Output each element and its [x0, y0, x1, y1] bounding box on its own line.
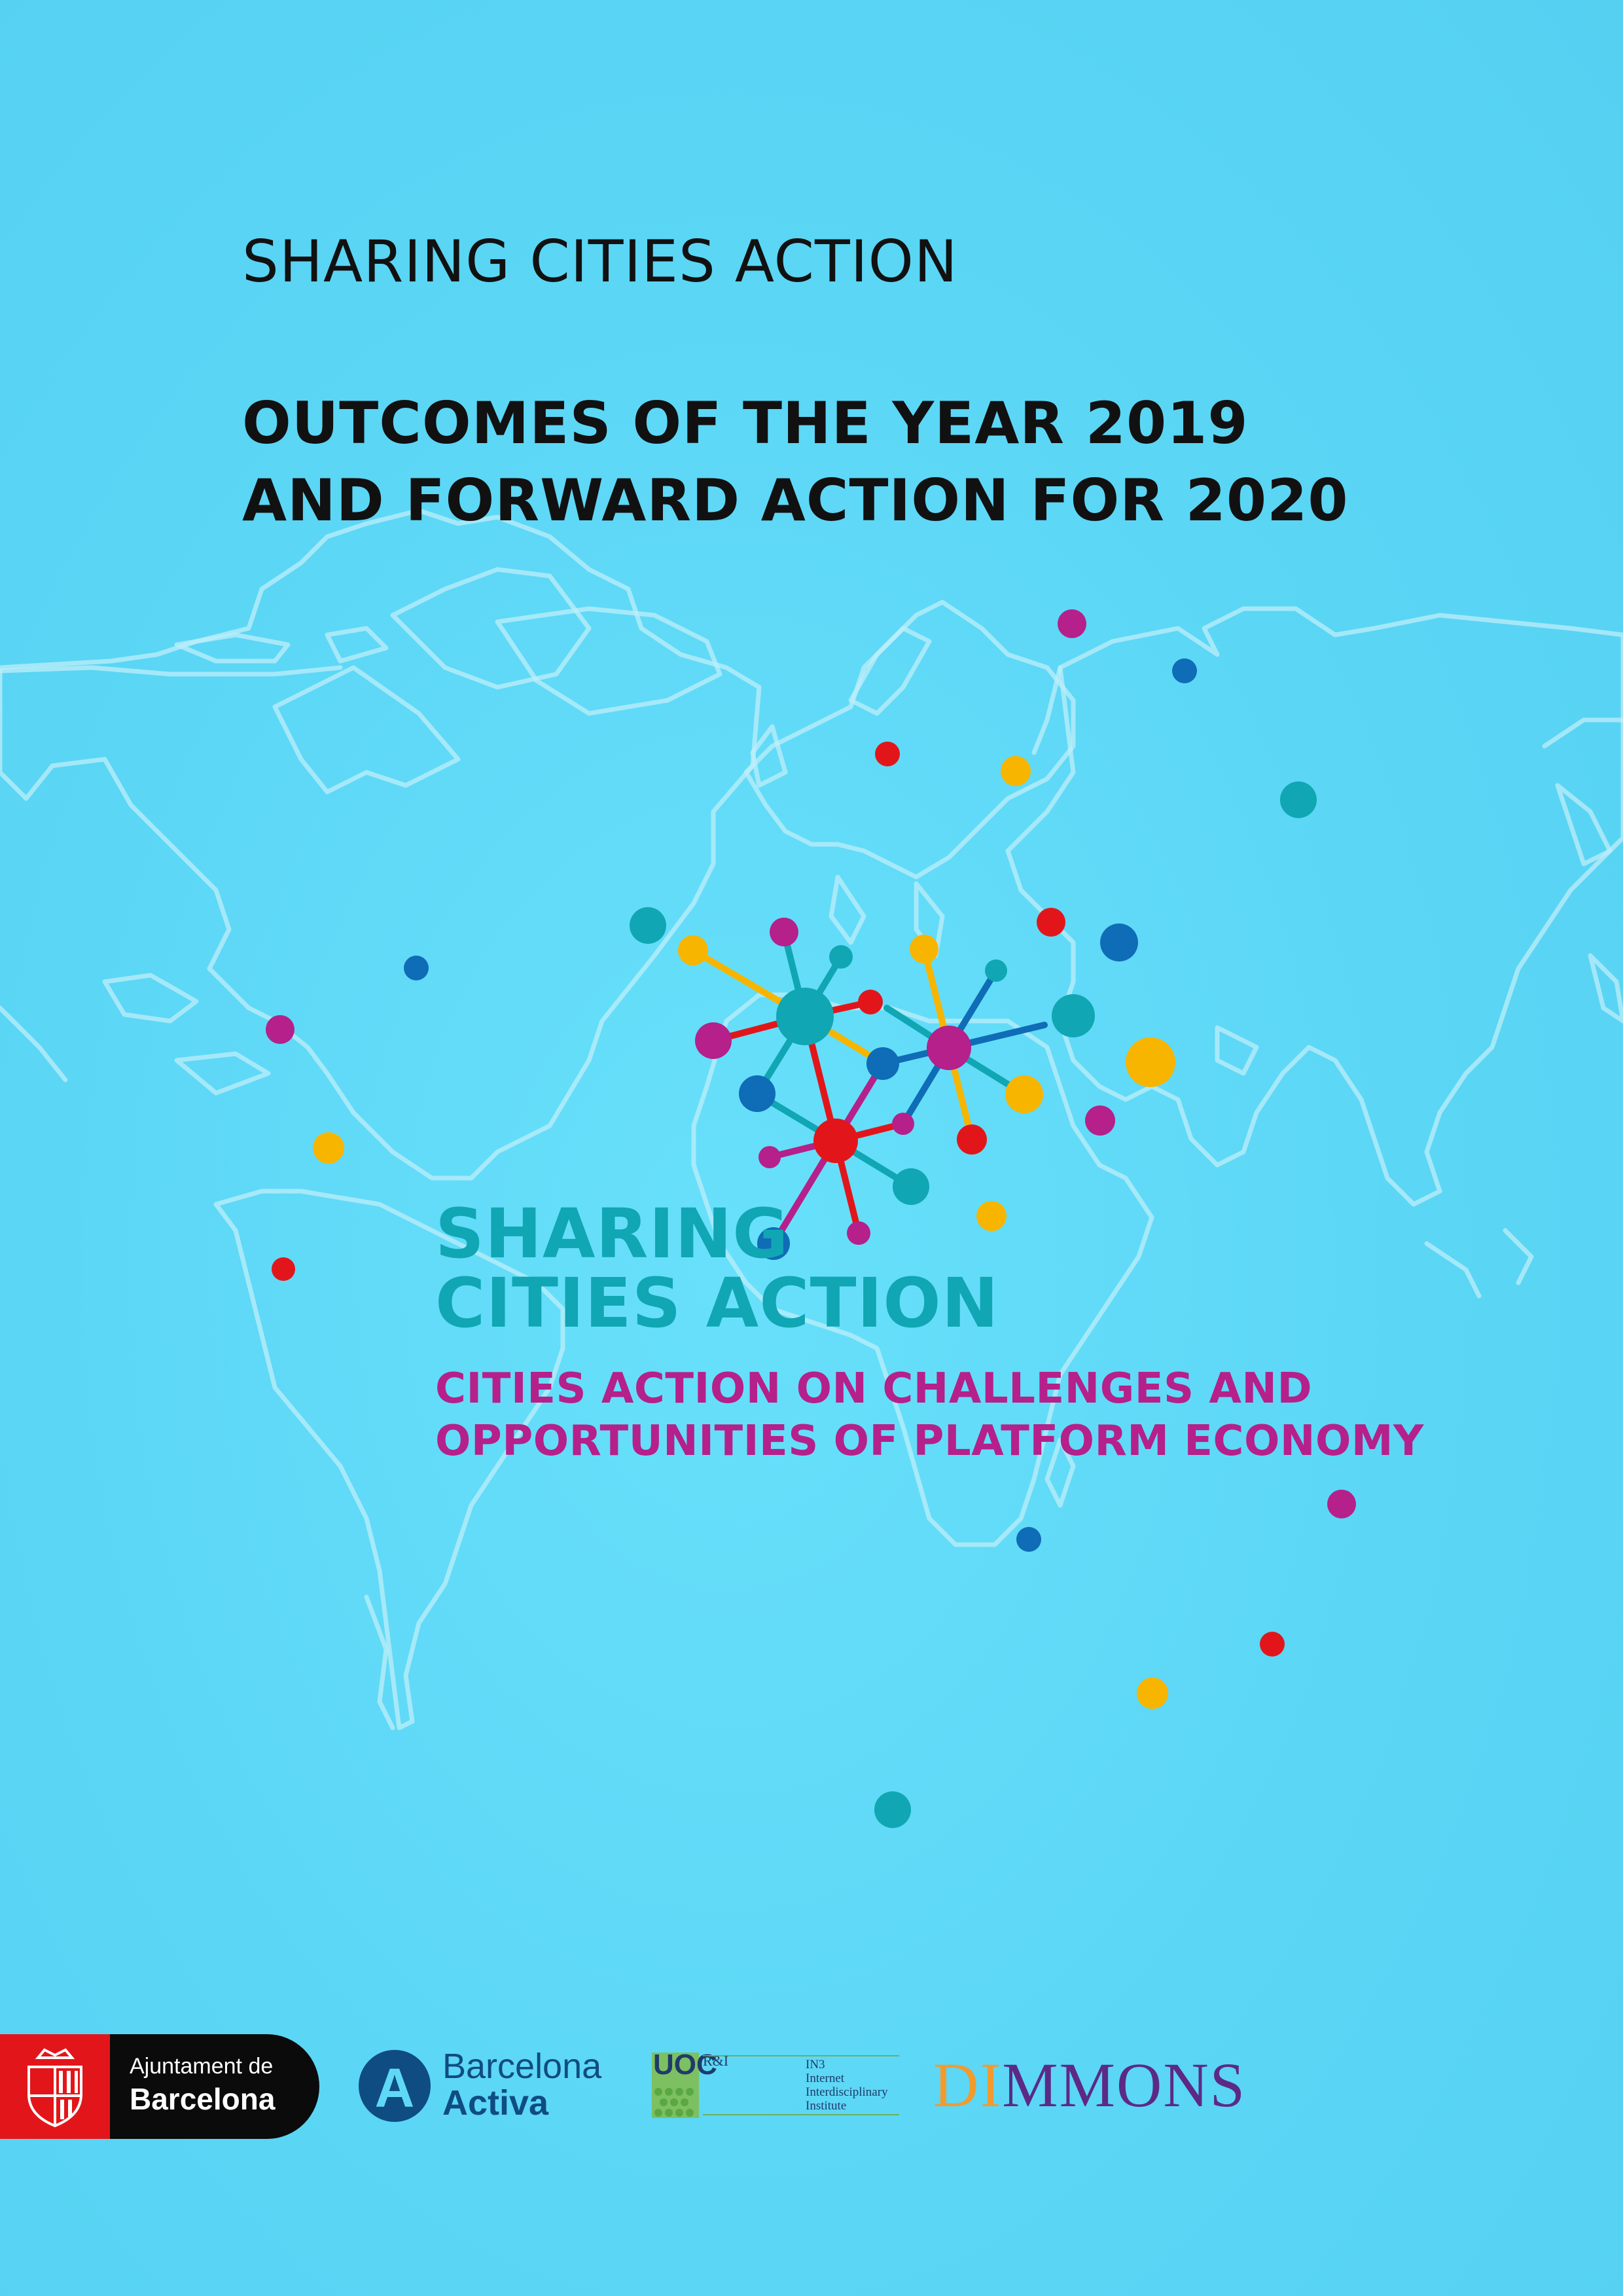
emblem-name: SHARING CITIES ACTION: [435, 1199, 999, 1338]
city-dot: [1260, 1632, 1285, 1657]
city-dot: [1085, 1105, 1115, 1136]
city-dot: [1058, 609, 1086, 638]
emblem-name-line: CITIES ACTION: [435, 1263, 999, 1343]
report-title: OUTCOMES OF THE YEAR 2019 AND FORWARD AC…: [242, 385, 1349, 539]
ajuntament-barcelona-logo: Ajuntament de Barcelona: [0, 2034, 319, 2139]
city-dot: [1052, 994, 1095, 1037]
city-dot: [1126, 1037, 1175, 1087]
city-dot: [1280, 781, 1317, 818]
city-dot: [875, 742, 900, 766]
dimmons-logo: DIMMONS: [933, 2049, 1246, 2121]
barcelona-activa-line1: Barcelona: [442, 2047, 602, 2086]
ajuntament-line1: Ajuntament de: [130, 2054, 274, 2079]
continent-outline-africa: [691, 992, 1154, 1547]
in3-line: Institute: [806, 2099, 847, 2113]
in3-line: IN3: [806, 2058, 825, 2072]
continent-outline-south-america: [213, 1189, 565, 1731]
in3-line: Interdisciplinary: [806, 2085, 888, 2099]
city-dot: [976, 1201, 1007, 1231]
ajuntament-line2: Barcelona: [130, 2082, 276, 2116]
dimmons-part1: DI: [933, 2050, 1003, 2120]
in3-line: Internet: [806, 2072, 845, 2085]
continent-outline-north-america: [0, 508, 762, 1181]
continent-outline-europe: [743, 600, 1076, 880]
city-dot: [1137, 1677, 1168, 1709]
divider: [703, 2055, 899, 2056]
partner-logos: Ajuntament de Barcelona A Barcelona Acti…: [0, 2029, 1623, 2140]
in3-text: IN3 Internet Interdisciplinary Institute: [806, 2058, 888, 2113]
city-dot: [1001, 756, 1031, 786]
emblem-nodes: [630, 907, 1043, 1260]
barcelona-activa-mark: A: [359, 2050, 431, 2122]
city-dot: [1327, 1490, 1356, 1518]
emblem-tagline: CITIES ACTION ON CHALLENGES AND OPPORTUN…: [435, 1363, 1424, 1467]
city-dot: [404, 956, 429, 980]
barcelona-activa-line2: Activa: [442, 2083, 549, 2123]
emblem-tagline-line: CITIES ACTION ON CHALLENGES AND: [435, 1365, 1313, 1413]
city-dot: [1100, 924, 1138, 961]
report-title-line: OUTCOMES OF THE YEAR 2019: [242, 389, 1249, 457]
divider: [703, 2114, 899, 2115]
city-dot: [272, 1257, 295, 1281]
report-title-line: AND FORWARD ACTION FOR 2020: [242, 467, 1349, 534]
dimmons-part2: MMONS: [1002, 2050, 1247, 2120]
emblem-name-line: SHARING: [435, 1194, 789, 1274]
emblem-tagline-line: OPPORTUNITIES OF PLATFORM ECONOMY: [435, 1417, 1424, 1465]
uoc-mark: UOC: [653, 2049, 717, 2081]
city-dot: [313, 1132, 344, 1164]
barcelona-shield-icon: [0, 2034, 110, 2139]
city-dot: [1172, 658, 1197, 683]
city-dot: [1037, 908, 1065, 937]
uoc-in3-logo: UOC R&I IN3 Internet Interdisciplinary I…: [652, 2049, 903, 2123]
uoc-pattern-icon: [652, 2053, 699, 2118]
uoc-sub: R&I: [703, 2053, 729, 2069]
barcelona-activa-logo: A Barcelona Activa: [359, 2046, 607, 2125]
city-dot: [1016, 1527, 1041, 1552]
city-dot: [874, 1791, 911, 1828]
series-title: SHARING CITIES ACTION: [242, 228, 958, 295]
city-dot: [266, 1015, 294, 1044]
